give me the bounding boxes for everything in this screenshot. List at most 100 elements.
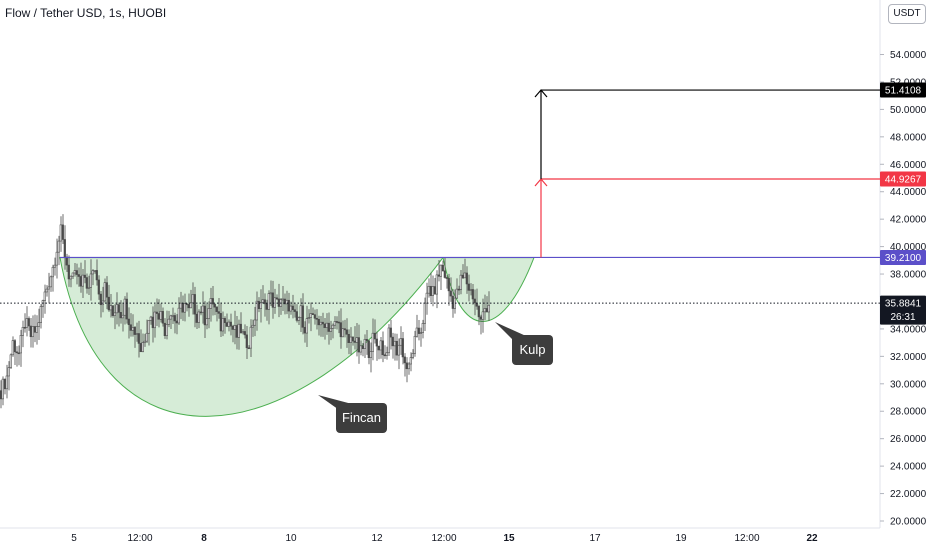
candle-body (415, 327, 418, 337)
candle-body (15, 351, 18, 354)
candle-body (467, 283, 470, 291)
candle-body (445, 277, 448, 279)
candle-body (469, 289, 472, 291)
candle-body (365, 339, 368, 341)
candle-body (117, 304, 120, 313)
candle-body (21, 326, 24, 336)
candle-body (361, 345, 364, 350)
candle-body (87, 286, 90, 289)
candle-body (213, 303, 216, 308)
candle-body (57, 240, 60, 253)
candle-body (277, 298, 280, 307)
candle-body (435, 274, 438, 295)
candle-body (19, 335, 22, 354)
candle-body (349, 336, 352, 343)
candle-body (27, 318, 30, 327)
y-tick-label: 24.0000 (890, 462, 927, 473)
candle-body (259, 302, 262, 310)
candle-body (215, 306, 218, 312)
candle-body (7, 367, 10, 377)
x-tick-label: 17 (589, 533, 601, 544)
candle-body (443, 270, 446, 278)
candle-body (249, 326, 252, 349)
candle-body (267, 293, 270, 310)
candle-body (225, 322, 228, 327)
candle-body (97, 279, 100, 295)
candle-body (171, 315, 174, 317)
candle-body (45, 288, 48, 293)
candle-body (195, 313, 198, 323)
candle-body (381, 340, 384, 356)
x-tick-label: 8 (201, 533, 207, 544)
candle-body (199, 311, 202, 314)
candle-body (93, 270, 96, 272)
candle-body (125, 298, 128, 320)
candle-body (335, 321, 338, 323)
candle-body (191, 294, 194, 304)
candle-body (331, 324, 334, 329)
candle-body (167, 318, 170, 325)
y-tick-label: 32.0000 (890, 352, 927, 363)
candle-body (33, 326, 36, 333)
candle-body (385, 352, 388, 356)
candle-body (49, 276, 52, 288)
candle-body (303, 326, 306, 334)
candle-body (359, 345, 362, 353)
candle-body (311, 313, 314, 315)
candle-body (35, 326, 38, 333)
candle-body (299, 305, 302, 318)
candle-body (357, 337, 360, 353)
candle-body (201, 305, 204, 313)
candle-body (17, 352, 20, 355)
candle-body (235, 325, 238, 338)
candle-body (341, 328, 344, 338)
current-price-tag: 35.8841 (885, 299, 922, 310)
y-tick-label: 38.0000 (890, 270, 927, 281)
candle-body (333, 321, 336, 326)
candle-body (129, 324, 132, 331)
target-2-price-tag: 51.4108 (885, 86, 922, 97)
candle-body (31, 326, 34, 338)
candle-body (383, 354, 386, 357)
candle-body (293, 309, 296, 312)
candle-body (251, 324, 254, 328)
candle-body (229, 321, 232, 327)
candle-body (165, 324, 168, 336)
candle-body (351, 336, 354, 342)
candle-body (147, 319, 150, 334)
current-price-tag-bg (880, 295, 926, 325)
candle-body (291, 305, 294, 311)
target-2-arrowhead (534, 89, 548, 98)
candle-body (55, 251, 58, 266)
candle-body (91, 270, 94, 275)
candle-body (325, 322, 328, 328)
candle-body (487, 304, 490, 313)
candle-body (371, 332, 374, 352)
candle-body (161, 311, 164, 324)
candle-body (395, 340, 398, 356)
candle-body (59, 224, 62, 242)
candle-body (155, 311, 158, 314)
candle-body (321, 321, 324, 325)
candle-body (307, 317, 310, 319)
candle-body (179, 302, 182, 309)
candle-body (449, 290, 452, 297)
candle-body (67, 264, 70, 280)
candle-body (317, 318, 320, 326)
candle-body (173, 315, 176, 322)
candle-body (239, 323, 242, 334)
currency-unit-button[interactable]: USDT (888, 4, 926, 24)
candle-body (261, 299, 264, 303)
candle-body (185, 303, 188, 306)
candle-body (145, 332, 148, 342)
candle-body (231, 325, 234, 330)
candle-body (189, 302, 192, 309)
candle-body (65, 256, 68, 266)
candle-body (421, 323, 424, 333)
candle-body (431, 286, 434, 296)
candle-body (177, 307, 180, 324)
candle-body (1, 378, 4, 400)
candle-body (327, 322, 330, 332)
candle-body (243, 331, 246, 336)
